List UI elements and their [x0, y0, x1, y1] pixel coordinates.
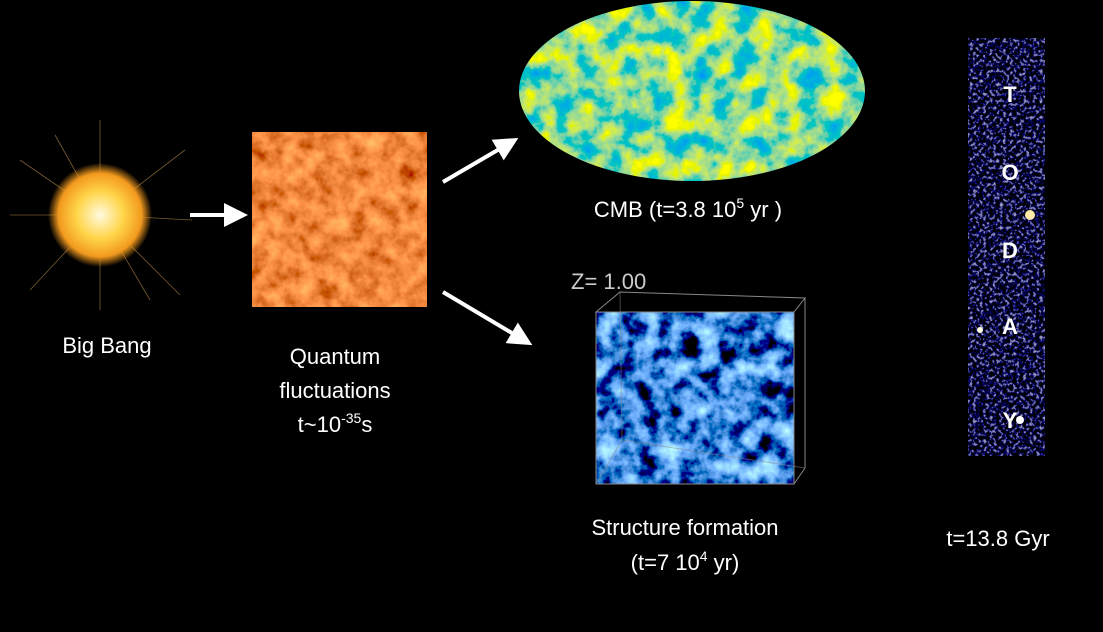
arrow	[443, 292, 522, 339]
text-part: t~10	[298, 412, 341, 437]
quantum-label: Quantum	[290, 344, 381, 369]
quantum-label: fluctuations	[279, 378, 390, 403]
text-part: yr)	[708, 550, 740, 575]
arrow	[443, 144, 508, 182]
cmb-caption: CMB (t=3.8 105 yr )	[594, 195, 782, 222]
today-letter: D	[1002, 238, 1018, 263]
big-bang-label: Big Bang	[62, 333, 151, 358]
today-letter: T	[1003, 82, 1017, 107]
quantum-image	[252, 132, 427, 307]
text-part: CMB (t=3.8 10	[594, 197, 736, 222]
today-letter: Y	[1003, 408, 1018, 433]
today-letter: O	[1001, 160, 1018, 185]
cmb-image	[519, 1, 865, 181]
text-part: yr )	[744, 197, 782, 222]
quantum-time: t~10-35s	[298, 410, 373, 437]
today-letter: A	[1002, 314, 1018, 339]
inset-label: Z= 1.00	[571, 269, 646, 294]
text-part: s	[361, 412, 372, 437]
superscript: 4	[700, 548, 708, 564]
superscript: -35	[341, 410, 361, 426]
slide: Big Bang Quantum fluctuations t~10-35s C…	[0, 0, 1103, 632]
structure-time: (t=7 104 yr)	[631, 548, 740, 575]
structure-image	[596, 292, 805, 484]
structure-label: Structure formation	[591, 515, 778, 540]
big-bang-image	[10, 120, 192, 310]
today-time: t=13.8 Gyr	[946, 526, 1049, 551]
page: Big Bang Quantum fluctuations t~10-35s C…	[0, 0, 1103, 632]
text-part: (t=7 10	[631, 550, 700, 575]
superscript: 5	[736, 195, 744, 211]
